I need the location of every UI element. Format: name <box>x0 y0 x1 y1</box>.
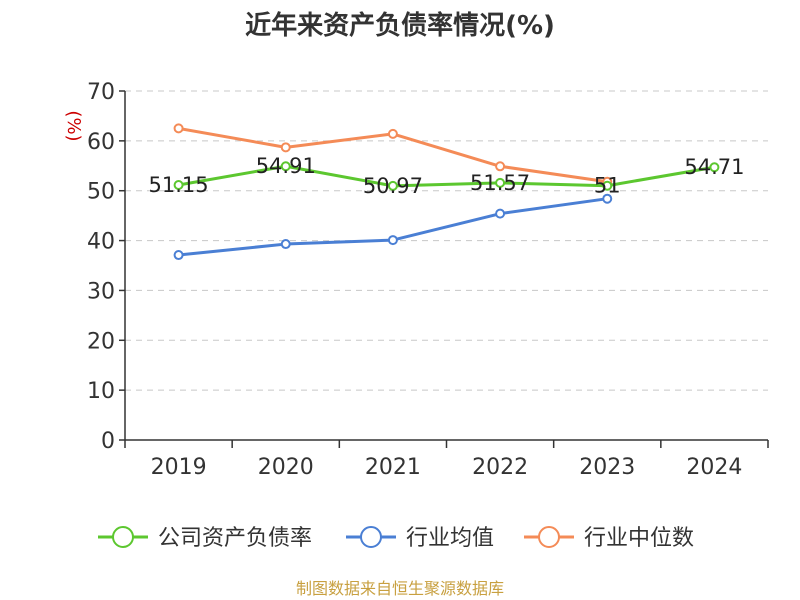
x-tick-label: 2019 <box>151 455 207 480</box>
series-line <box>178 197 608 257</box>
source-note: 制图数据来自恒生聚源数据库 <box>296 579 504 598</box>
y-tick-label: 30 <box>87 279 115 304</box>
y-tick-label: 60 <box>87 130 115 155</box>
legend-label: 行业均值 <box>406 526 494 551</box>
data-label: 54.71 <box>684 155 744 179</box>
legend-label: 行业中位数 <box>584 526 694 551</box>
series-line <box>178 164 715 188</box>
legend: 公司资产负债率 行业均值 行业中位数 <box>98 526 694 551</box>
y-tick-label: 20 <box>87 329 115 354</box>
data-point <box>602 180 613 191</box>
y-tick-label: 70 <box>87 80 115 105</box>
data-label: 51 <box>594 174 621 198</box>
data-point <box>387 235 398 246</box>
data-label: 51.57 <box>470 171 530 195</box>
x-tick-label: 2022 <box>472 455 528 480</box>
data-point <box>280 239 291 250</box>
x-tick-label: 2020 <box>258 455 314 480</box>
data-point <box>709 162 720 173</box>
y-tick-label: 50 <box>87 180 115 205</box>
legend-swatch-marker <box>360 526 382 548</box>
y-tick-label: 10 <box>87 379 115 404</box>
y-tick-label: 40 <box>87 230 115 255</box>
y-tick-label: 0 <box>101 429 115 454</box>
data-label: 51.15 <box>149 173 209 197</box>
data-label: 50.97 <box>363 174 423 198</box>
data-point <box>280 142 291 153</box>
data-point <box>173 123 184 134</box>
data-point <box>387 180 398 191</box>
legend-swatch-marker <box>112 526 134 548</box>
data-point <box>387 128 398 139</box>
x-tick-label: 2023 <box>579 455 635 480</box>
data-label: 54.91 <box>256 154 316 178</box>
x-tick-label: 2021 <box>365 455 421 480</box>
legend-swatch-marker <box>538 526 560 548</box>
data-point <box>173 250 184 261</box>
x-tick-label: 2024 <box>686 455 742 480</box>
data-point <box>602 193 613 204</box>
data-point <box>173 179 184 190</box>
data-point <box>495 208 506 219</box>
axes: 0 10 20 30 40 50 60 70 2019 2020 2021 2022 2023 2024 <box>87 80 769 480</box>
chart-title: 近年来资产负债率情况(%) <box>245 10 555 41</box>
data-point <box>495 177 506 188</box>
series-layer <box>173 123 720 261</box>
y-axis-unit: (%) <box>63 110 84 141</box>
data-point <box>280 161 291 172</box>
legend-label: 公司资产负债率 <box>158 526 312 551</box>
data-labels: 51.15 54.91 50.97 51.57 51 54.71 <box>149 154 745 198</box>
grid-lines <box>125 90 768 391</box>
data-point <box>495 161 506 172</box>
